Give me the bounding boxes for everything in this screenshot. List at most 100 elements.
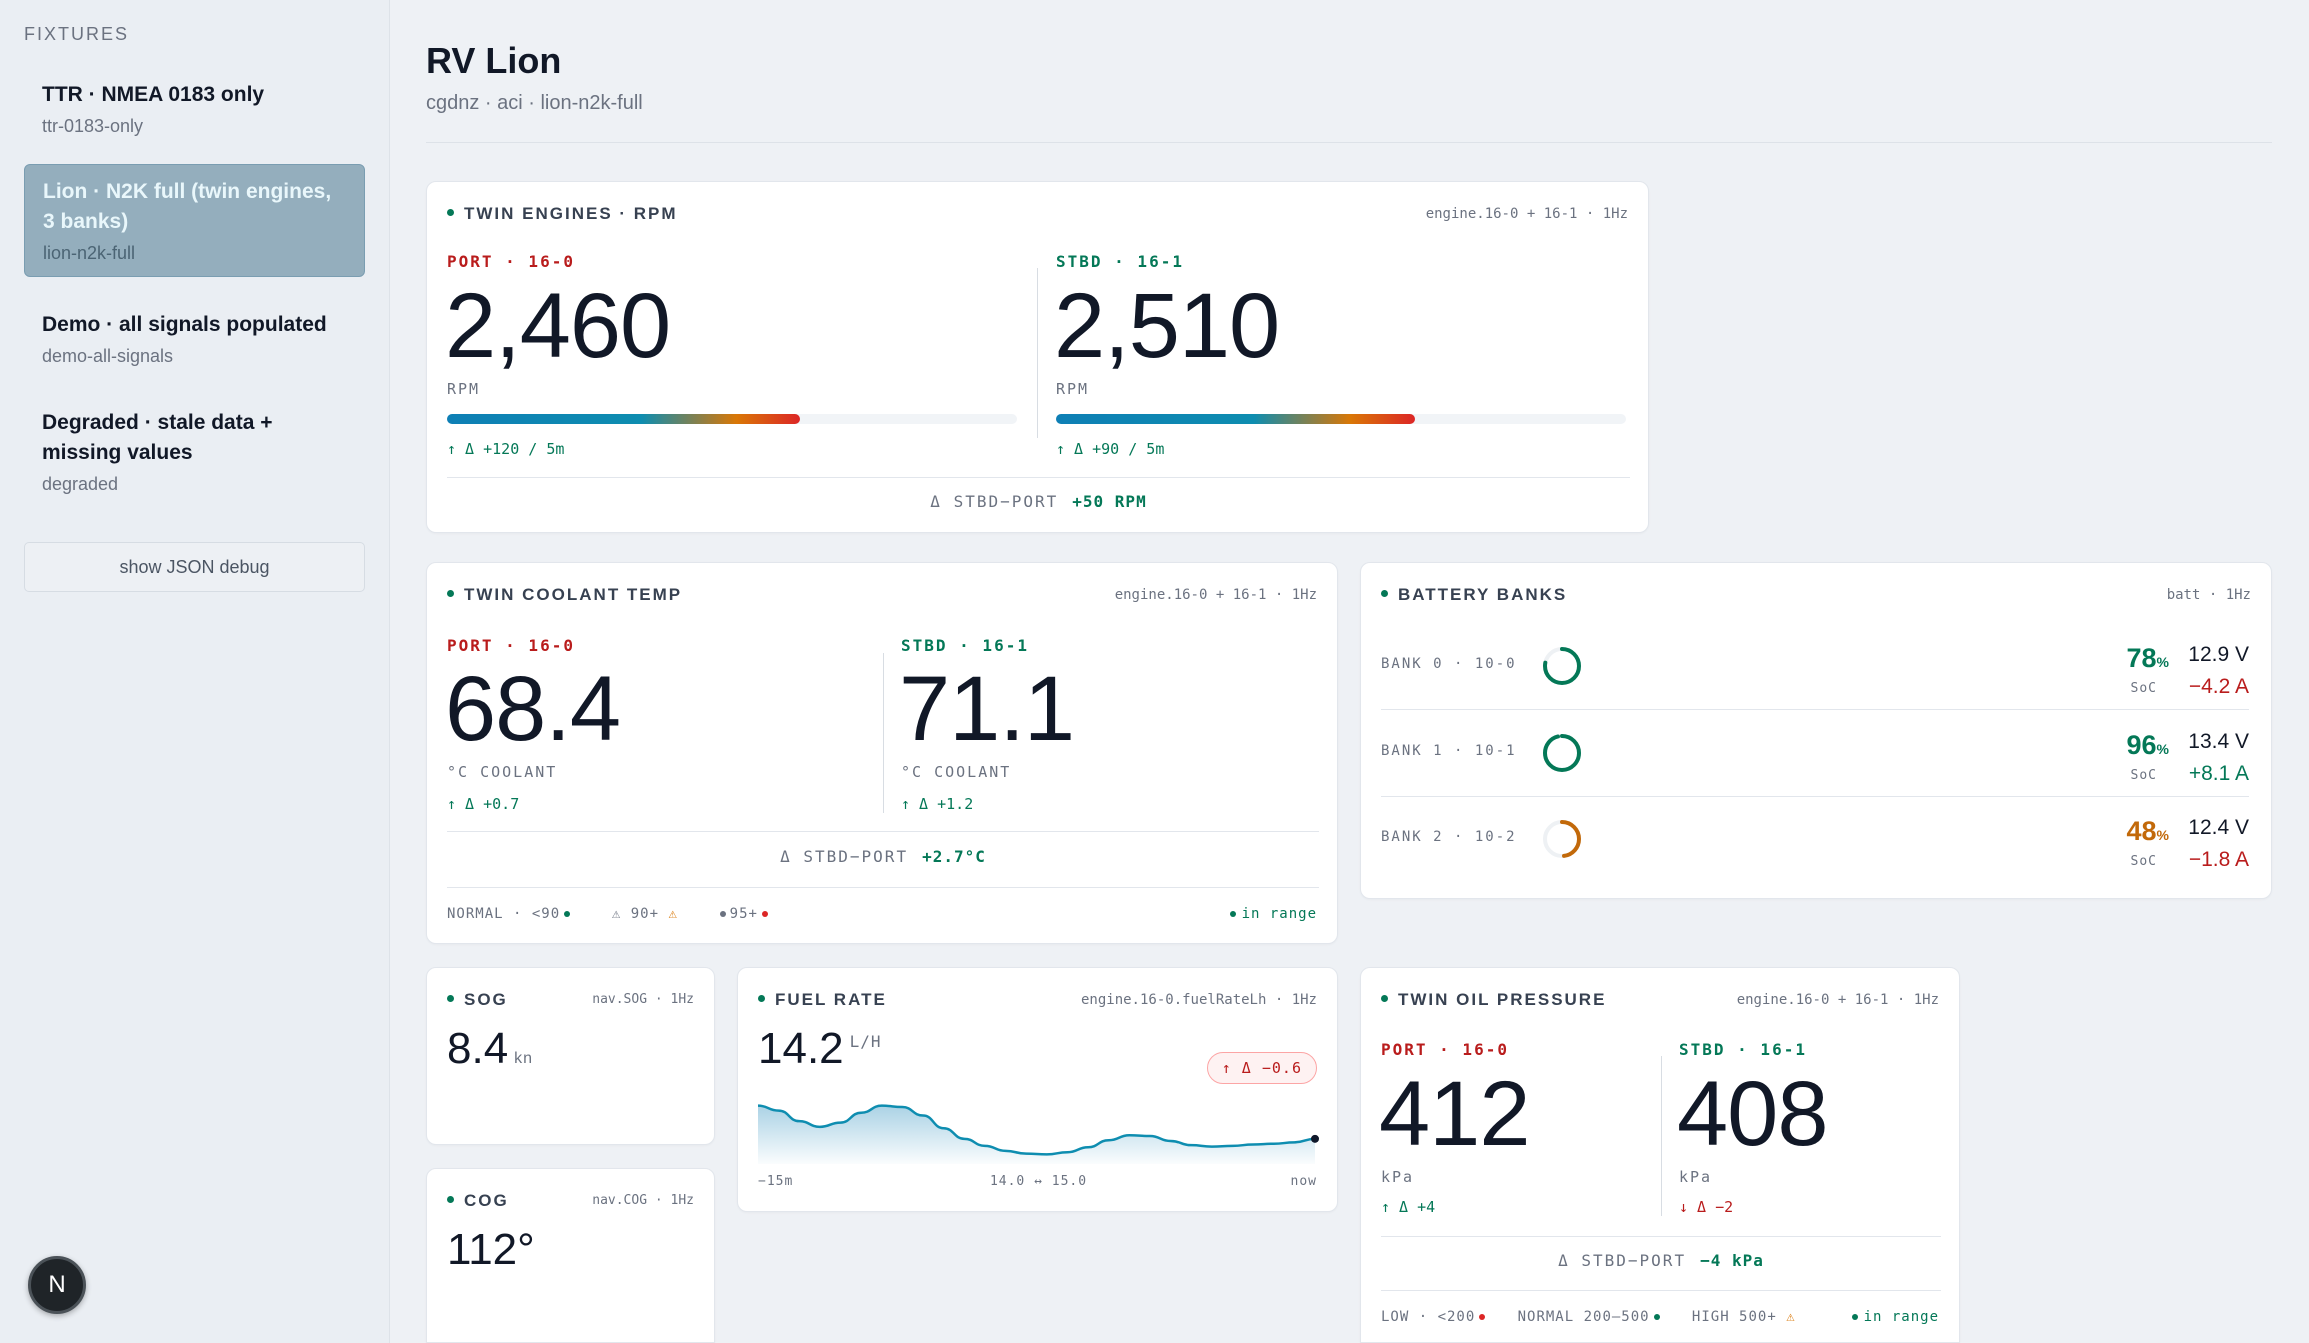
card-title: TWIN ENGINES · RPM: [447, 204, 678, 224]
status-dot-icon: [447, 590, 454, 598]
ok-dot-icon: [1851, 1314, 1858, 1320]
cog-value: 112°: [447, 1225, 535, 1274]
bank-rule: [1381, 709, 2249, 710]
twin-engines-card: TWIN ENGINES · RPM engine.16-0 + 16-1 · …: [426, 181, 1649, 533]
stbd-label: STBD · 16-1: [1056, 252, 1184, 271]
port-rpm-bar-fill: [447, 414, 801, 424]
fixture-item-ttr[interactable]: TTR · NMEA 0183 only ttr-0183-only: [24, 68, 365, 149]
status-dot-icon: [1381, 995, 1388, 1003]
card-source: engine.16-0 + 16-1 · 1Hz: [1425, 206, 1628, 222]
stbd-oil-value: 408: [1677, 1063, 1828, 1165]
port-label: PORT · 16-0: [1381, 1040, 1509, 1059]
header-divider: [426, 142, 2272, 143]
engines-rule: [447, 477, 1630, 478]
bank-rule: [1381, 796, 2249, 797]
stbd-coolant-trend: ↑ Δ +1.2: [901, 795, 974, 813]
bank-label: BANK 1 · 10-1: [1381, 743, 1517, 759]
port-oil-value: 412: [1379, 1063, 1530, 1165]
battery-bank-row: BANK 0 · 10-0 78% SoC 12.9 V −4.2 A: [1381, 623, 2249, 709]
warning-icon: ⚠: [611, 906, 622, 922]
normal-dot-icon: [1653, 1314, 1660, 1320]
bank-current: −4.2 A: [2188, 675, 2249, 698]
fixture-item-degraded[interactable]: Degraded · stale data + missing values d…: [24, 396, 365, 507]
status-dot-icon: [447, 1196, 454, 1204]
battery-bank-row: BANK 2 · 10-2 48% SoC 12.4 V −1.8 A: [1381, 796, 2249, 882]
stbd-oil-trend: ↓ Δ −2: [1679, 1198, 1734, 1216]
sparkline-end-point: [1311, 1134, 1319, 1143]
fixture-slug: degraded: [42, 474, 119, 494]
oil-rule: [1381, 1236, 1941, 1237]
status-dot-icon: [1381, 590, 1388, 598]
fixture-name: Lion · N2K full (twin engines, 3 banks): [43, 180, 332, 233]
port-label: PORT · 16-0: [447, 252, 575, 271]
fixture-item-lion[interactable]: Lion · N2K full (twin engines, 3 banks) …: [24, 164, 365, 277]
alarm-dot-icon: [761, 911, 768, 917]
page-subtitle: cgdnz · aci · lion-n2k-full: [426, 92, 643, 114]
card-title: SOG: [447, 990, 508, 1010]
card-title: BATTERY BANKS: [1381, 585, 1567, 605]
stbd-label: STBD · 16-1: [1679, 1040, 1807, 1059]
fixture-slug: demo-all-signals: [42, 346, 174, 366]
oil-rule-2: [1381, 1290, 1941, 1291]
port-oil-unit: kPa: [1381, 1168, 1415, 1186]
card-source: engine.16-0 + 16-1 · 1Hz: [1736, 992, 1939, 1008]
stbd-label: STBD · 16-1: [901, 636, 1029, 655]
fixture-slug: lion-n2k-full: [43, 243, 136, 263]
bank-soc: 48%: [2126, 816, 2170, 846]
coolant-divider: [883, 653, 884, 813]
alarm-dot-icon: [1479, 1314, 1486, 1320]
page-title: RV Lion: [426, 40, 562, 81]
warning-icon: ⚠: [668, 906, 678, 922]
port-coolant-trend: ↑ Δ +0.7: [447, 795, 520, 813]
soc-label: SoC: [2130, 681, 2157, 696]
oil-delta: Δ STBD−PORT −4 kPa: [1558, 1251, 1764, 1270]
status-dot-icon: [447, 209, 454, 217]
soc-label: SoC: [2130, 854, 2157, 869]
card-title: COG: [447, 1191, 509, 1211]
fuel-rate-value: 14.2 L/H: [758, 1024, 882, 1073]
fixture-item-demo[interactable]: Demo · all signals populated demo-all-si…: [24, 298, 365, 379]
battery-banks-card: BATTERY BANKS batt · 1Hz BANK 0 · 10-0 7…: [1360, 562, 2272, 899]
bank-label: BANK 0 · 10-0: [1381, 656, 1517, 672]
twin-coolant-card: TWIN COOLANT TEMP engine.16-0 + 16-1 · 1…: [426, 562, 1338, 944]
stbd-rpm-trend: ↑ Δ +90 / 5m: [1056, 440, 1165, 458]
fixture-name: Degraded · stale data + missing values: [42, 411, 273, 464]
coolant-status: in range: [1229, 906, 1317, 922]
coolant-rule: [447, 831, 1319, 832]
twin-oil-pressure-card: TWIN OIL PRESSURE engine.16-0 + 16-1 · 1…: [1360, 967, 1960, 1343]
fixture-name: Demo · all signals populated: [42, 313, 327, 336]
oil-legend: LOW · <200 NORMAL 200–500 HIGH 500+ ⚠: [1381, 1309, 1796, 1325]
sidebar: FIXTURES TTR · NMEA 0183 only ttr-0183-o…: [0, 0, 390, 1343]
fixture-name: TTR · NMEA 0183 only: [42, 83, 265, 106]
card-source: batt · 1Hz: [2166, 587, 2251, 603]
soc-ring-icon: [1543, 647, 1581, 685]
bank-current: −1.8 A: [2188, 848, 2249, 871]
stbd-coolant-value: 71.1: [899, 658, 1075, 760]
bank-current: +8.1 A: [2188, 762, 2249, 785]
next-dev-badge[interactable]: N: [28, 1256, 86, 1314]
cog-card: COG nav.COG · 1Hz 112°: [426, 1168, 715, 1343]
stbd-rpm-bar: [1056, 414, 1626, 424]
engines-delta: Δ STBD−PORT +50 RPM: [930, 492, 1147, 511]
card-source: engine.16-0.fuelRateLh · 1Hz: [1080, 992, 1317, 1008]
status-dot-icon: [758, 995, 765, 1003]
port-rpm-unit: RPM: [447, 380, 481, 398]
sparkline-area: [758, 1105, 1315, 1164]
fuel-rate-card: FUEL RATE engine.16-0.fuelRateLh · 1Hz 1…: [737, 967, 1338, 1212]
port-oil-trend: ↑ Δ +4: [1381, 1198, 1436, 1216]
fixture-slug: ttr-0183-only: [42, 116, 144, 136]
bank-voltage: 12.4 V: [2188, 816, 2249, 839]
card-title: FUEL RATE: [758, 990, 887, 1010]
battery-bank-row: BANK 1 · 10-1 96% SoC 13.4 V +8.1 A: [1381, 710, 2249, 796]
bank-soc: 78%: [2126, 643, 2170, 673]
port-label: PORT · 16-0: [447, 636, 575, 655]
coolant-legend: NORMAL · <90 ⚠ 90+ ⚠ 95+: [447, 906, 772, 922]
bank-voltage: 12.9 V: [2188, 643, 2249, 666]
bank-soc: 96%: [2126, 730, 2170, 760]
show-json-debug-button[interactable]: show JSON debug: [24, 542, 365, 592]
fuel-rate-sparkline: [758, 1104, 1319, 1164]
sidebar-title: FIXTURES: [24, 24, 130, 44]
stbd-rpm-value: 2,510: [1054, 275, 1280, 377]
bank-voltage: 13.4 V: [2188, 730, 2249, 753]
axis-end-label: now: [1290, 1174, 1317, 1189]
